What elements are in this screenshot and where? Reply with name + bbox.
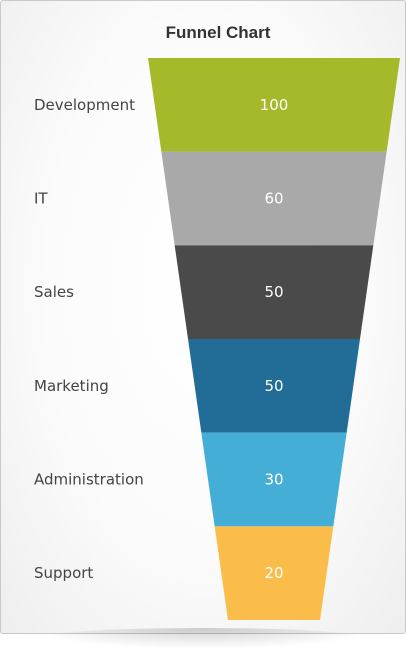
category-label: IT [34,190,48,208]
funnel-segment-it [161,151,387,246]
value-label: 50 [264,283,283,301]
funnel-segment-marketing [188,339,360,433]
funnel-segment-administration [201,432,347,527]
category-label: Development [34,96,135,114]
value-label: 60 [264,190,283,208]
chart-title: Funnel Chart [165,23,271,42]
funnel-segment-sales [174,245,374,339]
funnel-segment-support [214,526,334,620]
category-label: Administration [34,471,144,489]
value-label: 20 [264,564,283,582]
category-label: Marketing [34,377,109,395]
category-label: Support [34,564,93,582]
value-label: 100 [260,96,289,114]
value-label: 50 [264,377,283,395]
funnel-segment-development [148,58,400,152]
value-label: 30 [264,471,283,489]
card-shadow [40,628,366,648]
category-label: Sales [34,283,74,301]
